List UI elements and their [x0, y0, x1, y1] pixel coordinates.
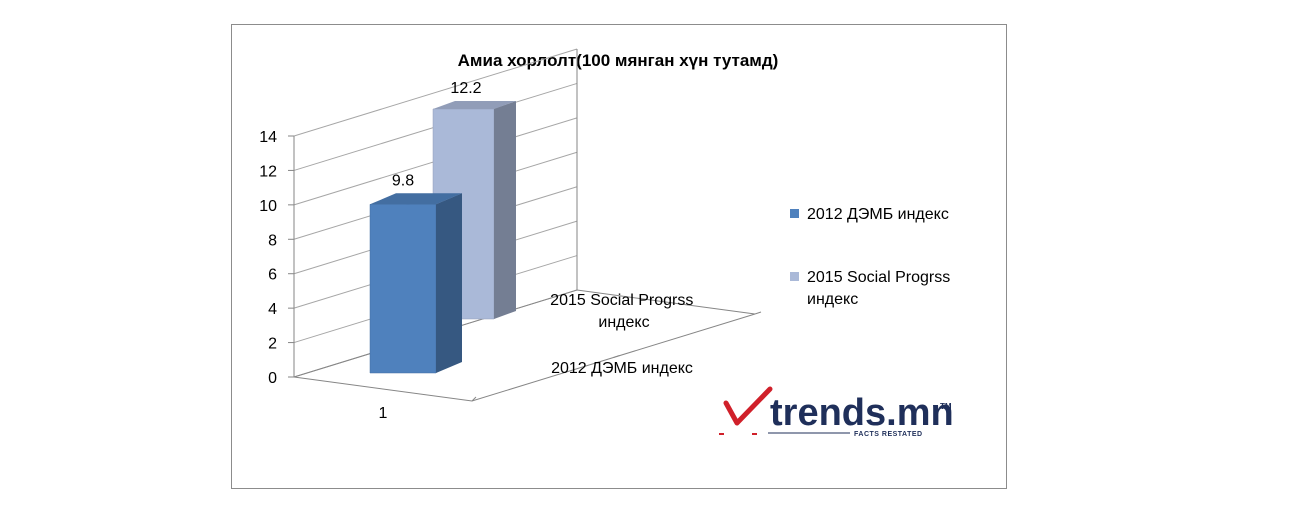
- x-tick-mark: [471, 396, 477, 402]
- bar-front-face: [369, 204, 437, 374]
- logo-tagline: FACTS RESTATED: [854, 431, 923, 438]
- wrapped-line: индекс: [807, 291, 858, 308]
- bar-side-face: [436, 193, 462, 373]
- depth-tick-mark: [754, 311, 762, 315]
- axes: [288, 49, 762, 402]
- x-category-label: 1: [379, 405, 388, 422]
- data-label: 12.2: [450, 80, 481, 97]
- data-label: 9.8: [392, 172, 414, 189]
- chart-svg: Амиа хорлолт(100 мянган хүн тутамд) 0 2 4 6…: [259, 48, 955, 438]
- trends-logo: trends.mn TM FACTS RESTATED: [719, 386, 954, 438]
- chart-title: Амиа хорлолт(100 мянган хүн тутамд): [458, 51, 779, 70]
- depth-category-labels: 2015 Social Progrss индекс 2012 ДЭМБ инд…: [550, 292, 698, 377]
- bar-side-face: [494, 100, 516, 319]
- logo-wordmark: trends.mn: [770, 392, 954, 434]
- bar-top-face: [370, 193, 462, 205]
- chart-frame: Амиа хорлолт(100 мянган хүн тутамд) 0 2 4 6…: [231, 24, 1007, 489]
- y-tick-labels: 0 2 4 6 8 10 12 14: [259, 129, 277, 387]
- legend-label-2015: 2015 Social Progrss индекс: [807, 269, 955, 308]
- y-tick-label: 14: [259, 129, 277, 146]
- logo-check-icon: [723, 386, 773, 426]
- wrapped-line: индекс: [598, 314, 649, 331]
- legend-swatch-2015: [790, 272, 799, 281]
- y-tick-label: 12: [259, 163, 277, 180]
- depth-tick-mark: [613, 355, 620, 358]
- legend-label-2012: 2012 ДЭМБ индекс: [807, 206, 949, 223]
- depth-label-2015-line1: 2015 Social Progrss индекс: [550, 292, 698, 331]
- y-tick-label: 0: [268, 370, 277, 387]
- legend-swatch-2012: [790, 209, 799, 218]
- bar-top-face: [433, 100, 516, 109]
- logo-trademark: TM: [940, 402, 952, 411]
- legend: 2012 ДЭМБ индекс 2015 Social Progrss инд…: [790, 206, 955, 308]
- y-tick-label: 8: [268, 232, 277, 249]
- bars: 12.2 9.8: [369, 80, 516, 374]
- y-tick-label: 4: [268, 301, 277, 318]
- y-tick-label: 10: [259, 198, 277, 215]
- depth-label-2015: 2015 Social Progrss: [550, 292, 693, 309]
- y-tick-label: 6: [268, 267, 277, 284]
- gridline-left-wall: [293, 48, 578, 137]
- legend-label-2015-text: 2015 Social Progrss: [807, 269, 950, 286]
- y-tick-label: 2: [268, 336, 277, 353]
- depth-label-2012: 2012 ДЭМБ индекс: [551, 360, 693, 377]
